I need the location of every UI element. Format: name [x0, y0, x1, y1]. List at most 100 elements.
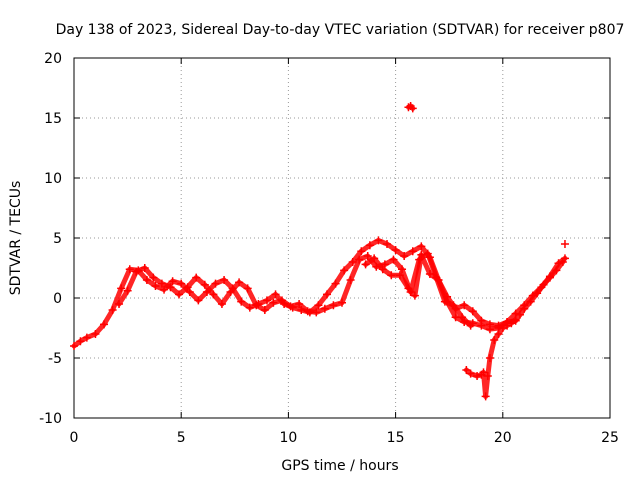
data-point-marker — [226, 288, 235, 296]
data-point-marker — [168, 277, 177, 286]
data-point-marker — [200, 280, 209, 289]
x-tick-label: 0 — [70, 430, 79, 446]
data-point-marker — [466, 321, 475, 330]
data-point-marker — [149, 273, 158, 282]
data-point-marker — [485, 354, 494, 362]
data-point-marker — [443, 292, 452, 301]
data-point-marker — [132, 267, 141, 276]
data-point-marker — [395, 271, 404, 280]
data-point-marker — [387, 271, 396, 280]
data-point-marker — [355, 255, 364, 264]
data-point-marker — [383, 240, 392, 248]
y-tick-label: 15 — [44, 111, 62, 127]
data-point-marker — [417, 250, 426, 259]
data-point-marker — [494, 321, 503, 330]
data-point-marker — [235, 278, 244, 287]
data-point-marker — [560, 240, 569, 248]
data-point-marker — [100, 320, 109, 329]
data-point-marker — [91, 330, 100, 338]
data-point-marker — [374, 236, 383, 245]
data-point-marker — [346, 276, 355, 284]
y-tick-label: 5 — [53, 231, 62, 247]
data-point-marker — [434, 276, 443, 284]
data-point-marker — [123, 286, 132, 295]
data-point-marker — [357, 247, 366, 256]
axis-ticks: 0 5 10 15 20 25 -10 -5 0 5 10 15 20 — [39, 51, 619, 446]
data-point-marker — [125, 265, 134, 274]
data-point-marker — [237, 297, 246, 306]
data-point-marker — [269, 298, 278, 307]
x-tick-label: 10 — [279, 430, 297, 446]
data-point-marker — [295, 300, 304, 308]
y-tick-label: 10 — [44, 171, 62, 187]
data-point-marker — [498, 324, 507, 332]
data-point-marker — [391, 246, 400, 254]
data-point-marker — [361, 260, 370, 269]
data-point-marker — [410, 291, 419, 300]
data-point-marker — [365, 241, 374, 250]
data-point-marker — [82, 333, 91, 342]
data-point-marker — [481, 392, 490, 401]
data-point-marker — [76, 337, 85, 346]
data-point-marker — [552, 266, 561, 275]
data-point-marker — [458, 313, 467, 322]
data-point-marker — [320, 304, 329, 313]
data-point-marker — [520, 304, 529, 313]
data-point-marker — [115, 300, 124, 308]
data-point-marker — [462, 366, 471, 374]
data-point-marker — [117, 284, 126, 293]
data-point-marker — [252, 301, 261, 310]
data-point-marker — [329, 301, 338, 310]
data-point-marker — [503, 321, 512, 330]
data-point-marker — [483, 372, 492, 380]
data-point-marker — [466, 369, 475, 378]
data-point-marker — [277, 296, 286, 305]
data-point-marker — [209, 290, 218, 299]
data-point-marker — [348, 258, 357, 266]
y-axis-label: SDTVAR / TECUs — [8, 181, 24, 296]
data-points — [70, 102, 569, 401]
data-point-marker — [140, 264, 149, 272]
data-point-marker — [303, 307, 312, 316]
data-point-marker — [177, 279, 186, 288]
chart-title: Day 138 of 2023, Sidereal Day-to-day VTE… — [56, 22, 625, 38]
data-point-marker — [389, 255, 398, 264]
data-point-marker — [220, 276, 229, 284]
y-tick-label: -5 — [48, 351, 62, 367]
series-trace — [463, 259, 566, 399]
data-point-marker — [485, 320, 494, 329]
data-point-marker — [70, 342, 78, 350]
data-point-marker — [194, 296, 203, 305]
data-point-marker — [262, 296, 271, 305]
data-point-marker — [451, 304, 460, 313]
data-point-marker — [211, 279, 220, 288]
data-point-marker — [370, 254, 379, 263]
data-point-marker — [166, 283, 175, 292]
data-point-marker — [314, 301, 323, 310]
data-point-marker — [183, 283, 192, 292]
data-point-marker — [260, 306, 269, 314]
series-end-point — [560, 240, 569, 248]
data-point-marker — [473, 372, 482, 380]
data-point-marker — [192, 273, 201, 282]
x-tick-label: 15 — [387, 430, 405, 446]
data-point-marker — [398, 265, 407, 274]
y-tick-label: 0 — [53, 291, 62, 307]
data-point-marker — [378, 265, 387, 274]
data-point-marker — [363, 252, 372, 260]
data-point-marker — [157, 279, 166, 288]
data-point-marker — [479, 368, 488, 377]
data-point-marker — [286, 302, 295, 311]
data-point-marker — [331, 279, 340, 288]
data-point-marker — [417, 242, 426, 251]
data-point-marker — [545, 273, 554, 282]
data-point-marker — [338, 298, 346, 307]
data-point-marker — [175, 290, 184, 299]
data-point-marker — [511, 315, 520, 324]
data-point-marker — [404, 284, 413, 293]
x-axis-label: GPS time / hours — [281, 458, 398, 474]
data-point-marker — [322, 290, 331, 299]
x-tick-label: 25 — [601, 430, 619, 446]
